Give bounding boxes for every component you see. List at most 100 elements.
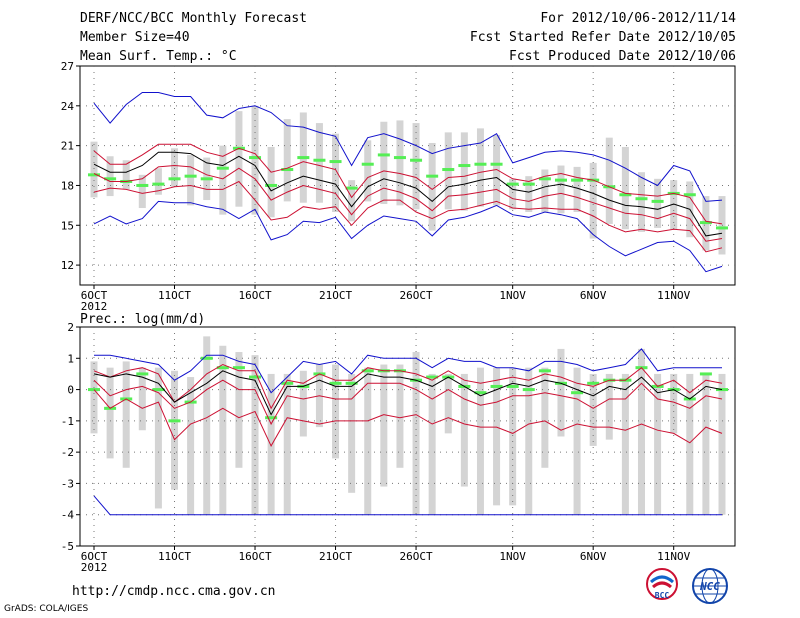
member-range-bar: [122, 361, 130, 468]
member-range-bar: [90, 361, 98, 434]
median-marker: [232, 366, 245, 370]
series-mean-line: [93, 151, 723, 237]
year-label: 2012: [81, 300, 108, 313]
median-marker: [426, 174, 439, 178]
median-marker: [571, 391, 584, 395]
series-lower2-line: [93, 180, 723, 253]
y-tick-label: -3: [61, 477, 74, 490]
median-marker: [506, 384, 519, 388]
x-tick-label: 6OCT: [81, 550, 108, 563]
member-range-bar: [541, 367, 549, 468]
member-range-bar: [187, 154, 195, 206]
member-range-bar: [605, 373, 613, 440]
member-range-bar: [90, 141, 98, 198]
member-range-bar: [493, 135, 501, 206]
series-upper-line: [93, 143, 723, 225]
member-range-bar: [525, 176, 533, 212]
median-marker: [329, 381, 342, 385]
x-tick-label: 1NOV: [499, 550, 526, 563]
median-marker: [490, 384, 503, 388]
website-url[interactable]: http://cmdp.ncc.cma.gov.cn: [72, 584, 276, 599]
chart-title: DERF/NCC/BCC Monthly Forecast: [80, 11, 307, 26]
member-range-bar: [203, 336, 211, 515]
median-marker: [716, 226, 728, 230]
member-range-bar: [267, 146, 275, 218]
member-range-bar: [702, 373, 710, 515]
member-range-bar: [380, 121, 388, 205]
y-tick-label: 12: [61, 259, 74, 272]
y-tick-label: 18: [61, 179, 74, 192]
median-marker: [377, 153, 390, 157]
member-range-bar: [219, 145, 227, 215]
member-range-bar: [106, 156, 114, 197]
y-tick-label: 21: [61, 140, 74, 153]
series-min-line: [93, 200, 723, 273]
median-marker: [152, 388, 165, 392]
median-marker: [490, 162, 503, 166]
median-marker: [281, 168, 294, 172]
member-range-bar: [654, 373, 662, 515]
x-tick-label: 6NOV: [580, 289, 607, 302]
member-range-bar: [219, 345, 227, 515]
member-range-bar: [589, 373, 597, 446]
member-range-bar: [348, 180, 356, 222]
member-range-bar: [138, 367, 146, 431]
member-range-bar: [154, 168, 162, 195]
median-marker: [474, 391, 487, 395]
member-range-bar: [654, 178, 662, 228]
x-tick-label: 16OCT: [238, 550, 271, 563]
member-range-bar: [348, 373, 356, 493]
median-marker: [104, 177, 117, 181]
median-marker: [329, 160, 342, 164]
member-range-bar: [332, 133, 340, 212]
median-marker: [216, 366, 229, 370]
member-range-bar: [251, 355, 259, 515]
median-marker: [361, 369, 374, 373]
median-marker: [522, 182, 535, 186]
member-range-bar: [686, 373, 694, 515]
year-label: 2012: [81, 561, 108, 574]
median-marker: [426, 375, 439, 379]
median-marker: [506, 182, 519, 186]
member-range-bar: [235, 352, 243, 468]
series-min-line: [93, 495, 722, 516]
ncc-logo-text: NCC: [699, 580, 720, 593]
member-range-bar: [380, 364, 388, 487]
y-tick-label: 27: [61, 60, 74, 73]
x-tick-label: 21OCT: [319, 289, 352, 302]
member-range-bar: [460, 373, 468, 487]
member-range-bar: [637, 348, 645, 515]
variable-label: Mean Surf. Temp.: °C: [80, 49, 237, 64]
x-tick-label: 6NOV: [580, 550, 607, 563]
grads-credit: GrADS: COLA/IGES: [4, 604, 89, 614]
median-marker: [619, 193, 632, 197]
forecast-started-date: Fcst Started Refer Date 2012/10/05: [469, 30, 736, 45]
member-range-bar: [573, 367, 581, 515]
median-marker: [88, 173, 100, 177]
median-marker: [136, 372, 149, 376]
y-tick-label: -5: [61, 540, 74, 553]
median-marker: [88, 388, 100, 392]
median-marker: [249, 156, 262, 160]
member-range-bar: [573, 166, 581, 212]
median-marker: [635, 197, 648, 201]
member-range-bar: [412, 352, 420, 515]
median-marker: [361, 162, 374, 166]
member-range-bar: [428, 142, 436, 231]
median-marker: [474, 162, 487, 166]
median-marker: [297, 156, 310, 160]
y-tick-label: 15: [61, 219, 74, 232]
median-marker: [651, 199, 664, 203]
member-range-bar: [299, 370, 307, 437]
member-range-bar: [670, 373, 678, 434]
median-marker: [442, 168, 455, 172]
member-range-bar: [106, 367, 114, 459]
member-range-bar: [509, 367, 517, 506]
x-tick-label: 11OCT: [158, 550, 191, 563]
member-range-bar: [428, 373, 436, 515]
panel-temperature: 12 15 18 21 24 27 6OCT 11OCT 16OCT 21OCT 26OCT 1NOV…: [61, 60, 736, 313]
member-range-bar: [509, 178, 517, 210]
x-tick-label: 26OCT: [399, 289, 432, 302]
member-range-bar: [525, 367, 533, 515]
